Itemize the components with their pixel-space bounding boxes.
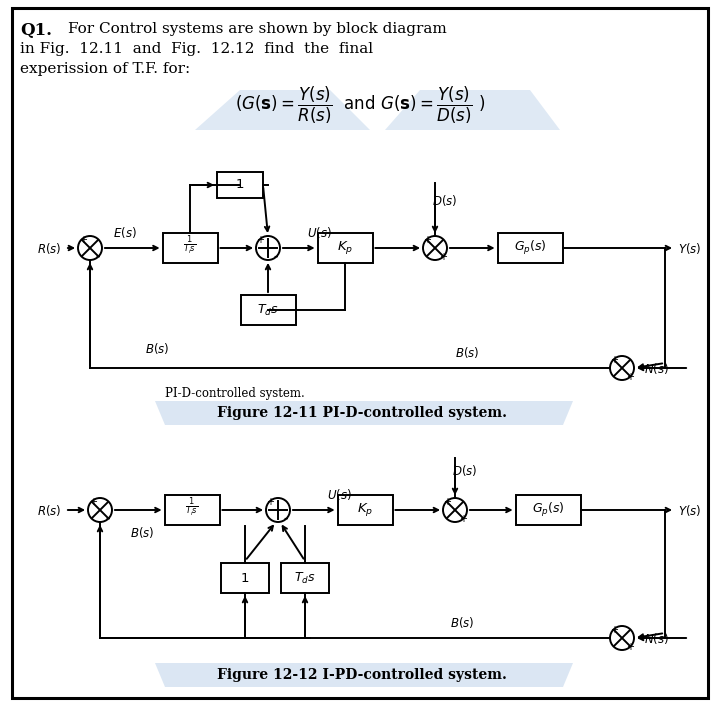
Text: $K_p$: $K_p$ <box>337 240 353 257</box>
Bar <box>498 233 562 263</box>
Text: +: + <box>459 514 467 524</box>
Circle shape <box>610 356 634 380</box>
Bar <box>217 172 263 198</box>
Circle shape <box>88 498 112 522</box>
Circle shape <box>443 498 467 522</box>
Text: $\frac{1}{T_i s}$: $\frac{1}{T_i s}$ <box>186 496 199 519</box>
Text: -: - <box>106 514 110 524</box>
Circle shape <box>78 236 102 260</box>
Text: $B(s)$: $B(s)$ <box>450 615 474 630</box>
Text: $Y(s)$: $Y(s)$ <box>678 503 701 517</box>
Text: $U(s)$: $U(s)$ <box>307 224 331 240</box>
Text: +: + <box>626 642 634 652</box>
Text: +: + <box>79 235 87 245</box>
Text: +: + <box>256 235 264 245</box>
Polygon shape <box>385 90 560 130</box>
Text: $B(s)$: $B(s)$ <box>145 341 169 355</box>
Text: +: + <box>266 497 274 507</box>
Text: Figure 12-12 I-PD-controlled system.: Figure 12-12 I-PD-controlled system. <box>217 668 507 682</box>
Text: $E(s)$: $E(s)$ <box>113 224 137 240</box>
Bar <box>338 495 392 525</box>
Text: in Fig.  12.11  and  Fig.  12.12  find  the  final: in Fig. 12.11 and Fig. 12.12 find the fi… <box>20 42 373 56</box>
Text: -: - <box>284 514 288 524</box>
Text: $R(s)$: $R(s)$ <box>37 503 61 517</box>
Text: $U(s)$: $U(s)$ <box>327 486 351 501</box>
Bar <box>318 233 372 263</box>
Text: $T_d s$: $T_d s$ <box>257 302 279 317</box>
Text: -: - <box>274 252 279 262</box>
Text: Q1.: Q1. <box>20 22 52 39</box>
Bar <box>163 233 217 263</box>
Text: +: + <box>439 252 447 262</box>
Text: $\frac{1}{T_i s}$: $\frac{1}{T_i s}$ <box>184 233 197 257</box>
Text: +: + <box>626 372 634 382</box>
Polygon shape <box>195 90 370 130</box>
Text: $G_p(s)$: $G_p(s)$ <box>513 239 546 257</box>
Circle shape <box>610 626 634 650</box>
Bar <box>516 495 580 525</box>
Bar <box>281 563 329 593</box>
Text: -: - <box>96 252 100 262</box>
Text: $G_p(s)$: $G_p(s)$ <box>531 501 564 519</box>
Text: +: + <box>443 497 451 507</box>
Text: +: + <box>610 355 618 365</box>
Bar <box>240 295 295 325</box>
Circle shape <box>256 236 280 260</box>
Text: $K_p$: $K_p$ <box>357 501 373 518</box>
Circle shape <box>266 498 290 522</box>
Text: $B(s)$: $B(s)$ <box>455 345 480 360</box>
Text: $N(s)$: $N(s)$ <box>644 360 669 376</box>
Text: $N(s)$: $N(s)$ <box>644 630 669 646</box>
Text: $D(s)$: $D(s)$ <box>452 462 477 477</box>
Text: $R(s)$: $R(s)$ <box>37 240 61 255</box>
Text: For Control systems are shown by block diagram: For Control systems are shown by block d… <box>68 22 446 36</box>
Text: $B(s)$: $B(s)$ <box>130 525 154 539</box>
Text: $(G(\mathbf{s}) = \dfrac{Y(s)}{R(s)}\ \ \mathrm{and}\ G(\mathbf{s}) = \dfrac{Y(s: $(G(\mathbf{s}) = \dfrac{Y(s)}{R(s)}\ \ … <box>235 85 485 125</box>
Text: +: + <box>89 497 97 507</box>
Polygon shape <box>155 401 573 425</box>
Text: +: + <box>423 235 431 245</box>
Text: PI-D-controlled system.: PI-D-controlled system. <box>165 386 305 400</box>
Circle shape <box>423 236 447 260</box>
Text: 1: 1 <box>235 178 244 192</box>
Bar <box>221 563 269 593</box>
Text: $T_d s$: $T_d s$ <box>294 570 316 586</box>
Text: 1: 1 <box>240 572 249 584</box>
Text: $Y(s)$: $Y(s)$ <box>678 240 701 255</box>
Polygon shape <box>155 663 573 687</box>
Text: Figure 12-11 PI-D-controlled system.: Figure 12-11 PI-D-controlled system. <box>217 406 507 420</box>
Text: +: + <box>610 625 618 635</box>
Text: $D(s)$: $D(s)$ <box>432 192 458 207</box>
Text: experission of T.F. for:: experission of T.F. for: <box>20 62 190 76</box>
Bar <box>164 495 220 525</box>
